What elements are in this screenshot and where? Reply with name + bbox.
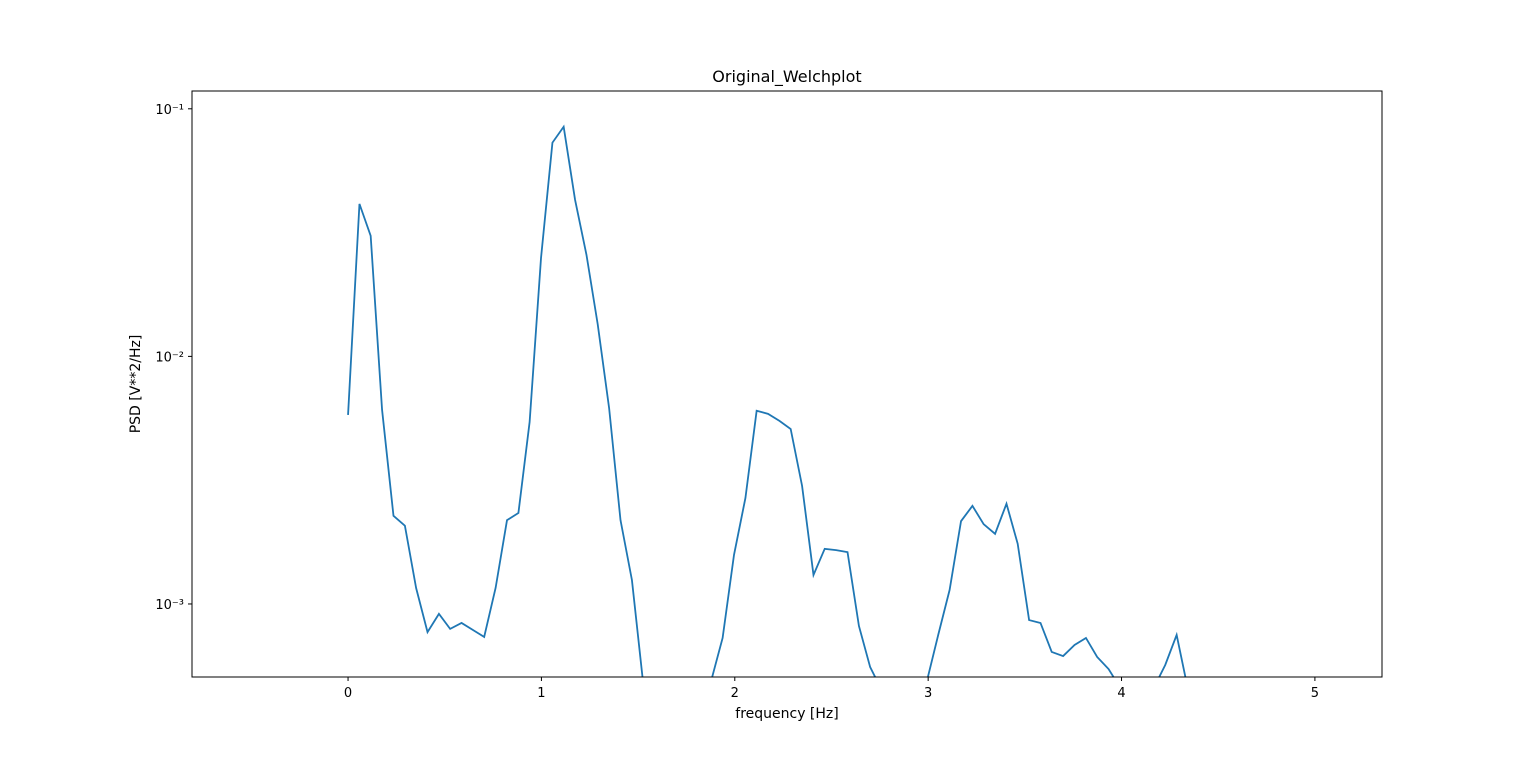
x-tick-label: 3 <box>924 686 932 701</box>
y-axis-label: PSD [V**2/Hz] <box>128 335 144 434</box>
plot-frame <box>191 90 1383 678</box>
x-tick-label: 5 <box>1311 686 1319 701</box>
y-tick-label: 10⁻² <box>155 350 184 365</box>
data-line <box>347 124 644 677</box>
x-tick-label: 0 <box>344 686 352 701</box>
x-tick-label: 2 <box>731 686 739 701</box>
data-line <box>711 409 877 677</box>
x-tick-label: 4 <box>1117 686 1125 701</box>
y-tick-label: 10⁻¹ <box>155 103 184 118</box>
x-axis-label: frequency [Hz] <box>735 706 838 722</box>
y-tick-label: 10⁻³ <box>155 598 184 613</box>
x-tick-label: 1 <box>537 686 545 701</box>
data-line <box>926 500 1115 677</box>
chart-title: Original_Welchplot <box>712 67 861 87</box>
data-line <box>1158 631 1187 677</box>
